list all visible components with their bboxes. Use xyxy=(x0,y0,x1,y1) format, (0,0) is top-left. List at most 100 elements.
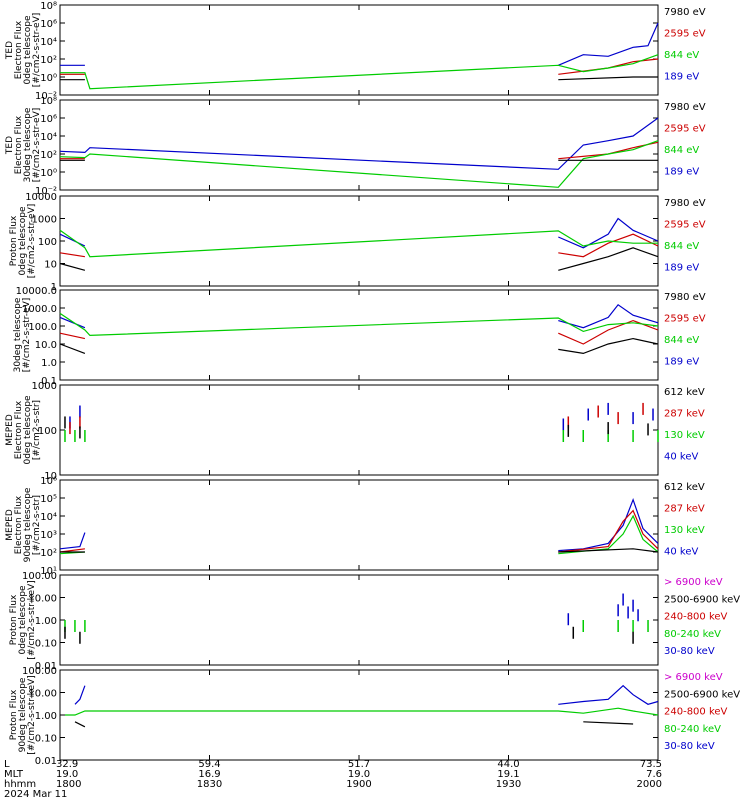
panel-3-series-4-line xyxy=(59,247,659,271)
panel-8-frame xyxy=(59,669,659,761)
panel-8-ylabel: Proton Flux xyxy=(9,689,19,740)
panel-5-ylabel: [#/cm2-s-str] xyxy=(32,400,42,460)
panel-8-legend-entry: 30-80 keV xyxy=(664,741,715,752)
panel-3-legend-entry: 2595 eV xyxy=(664,219,706,230)
panel-6-ylabel: [#/cm2-s-str] xyxy=(32,495,42,555)
panel-8-ytick-label: 100.00 xyxy=(22,666,57,677)
panel-6-series-4-line xyxy=(60,548,659,553)
panel-1-ylabel: [#/cm2-s-str-eV] xyxy=(32,13,42,88)
panel-4-legend-entry: 189 eV xyxy=(664,356,699,367)
panel-4-legend-entry: 844 eV xyxy=(664,335,699,346)
panel-4-frame xyxy=(59,289,659,381)
panel-2-legend-entry: 7980 eV xyxy=(664,102,706,113)
xaxis-MLT-value: 19.0 xyxy=(348,769,370,780)
panel-7-legend-entry: 30-80 keV xyxy=(664,646,715,657)
panel-2-series-1-line xyxy=(59,117,659,170)
panel-5-legend-entry: 287 keV xyxy=(664,408,705,419)
xaxis-row-label: L xyxy=(4,759,10,770)
panel-8-legend-entry: 80-240 keV xyxy=(664,724,721,735)
xaxis-hhmm-value: 1830 xyxy=(197,779,222,790)
panel-3-series-3-line xyxy=(59,229,658,258)
panel-6-ytick-label: 10⁴ xyxy=(40,512,57,523)
xaxis-L-value: 59.4 xyxy=(198,759,220,770)
panel-3-ylabel: 0deg telescope xyxy=(18,206,28,276)
xaxis-L-value: 73.5 xyxy=(640,759,662,770)
panel-6-series-2-line xyxy=(59,509,659,553)
xaxis-MLT-value: 19.0 xyxy=(56,769,78,780)
panel-3-ytick-label: 100 xyxy=(38,237,57,248)
panel-3-ylabel: [#/cm2-s-str-eV] xyxy=(27,204,37,279)
panel-1-ytick-label: 10² xyxy=(40,55,57,66)
panel-3-ytick-label: 1 xyxy=(51,282,57,293)
panel-4-series-2-line xyxy=(59,319,659,345)
panel-7-legend-entry: 2500-6900 keV xyxy=(664,594,740,605)
panel-5-ylabel: MEPED xyxy=(5,414,15,446)
panel-6-ylabel: 90deg telescope xyxy=(23,487,33,562)
panel-1-legend-entry: 2595 eV xyxy=(664,28,706,39)
panel-1-ytick-label: 10⁻² xyxy=(35,91,57,102)
panel-4-series-1-line xyxy=(59,303,659,329)
panel-8-series-2-line xyxy=(65,707,659,716)
panel-6-ytick-label: 10⁶ xyxy=(40,476,57,487)
xaxis-hhmm-value: 1800 xyxy=(56,779,81,790)
panel-1-ytick-label: 10⁸ xyxy=(40,1,57,12)
panel-3-legend-entry: 7980 eV xyxy=(664,198,706,209)
panel-6-legend-entry: 287 keV xyxy=(664,503,705,514)
panel-6-frame xyxy=(59,479,659,571)
panel-6-series-1-line xyxy=(59,497,659,552)
panel-4-legend-entry: 7980 eV xyxy=(664,292,706,303)
panel-6-series-3-line xyxy=(59,514,659,555)
panel-6-legend-entry: 612 keV xyxy=(664,482,705,493)
panel-5-ytick-label: 1000 xyxy=(32,381,57,392)
panel-1-ytick-label: 10⁴ xyxy=(40,37,57,48)
panel-2-ytick-label: 10² xyxy=(40,150,57,161)
panel-8-legend-entry: 2500-6900 keV xyxy=(664,689,740,700)
xaxis-row-label: hhmm xyxy=(4,779,36,790)
panel-7-ytick-label: 0.10 xyxy=(35,639,57,650)
panel-2-series-3-line xyxy=(59,140,659,188)
panel-7-ytick-label: 0.01 xyxy=(35,661,57,672)
panel-2-ytick-label: 10⁴ xyxy=(40,132,57,143)
panel-2-ytick-label: 10⁻² xyxy=(35,186,57,197)
panel-4-ytick-label: 1.0 xyxy=(41,358,57,369)
panel-2-ytick-label: 10⁰ xyxy=(40,168,57,179)
panel-5-ytick-label: 100 xyxy=(38,426,57,437)
panel-6-ytick-label: 10¹ xyxy=(40,566,57,577)
panel-8-legend-entry: > 6900 keV xyxy=(664,672,723,683)
panel-4-ylabel: [#/cm2-s-str-eV] xyxy=(22,298,32,373)
panel-6-ytick-label: 10² xyxy=(40,548,57,559)
xaxis-L-value: 44.0 xyxy=(497,759,519,770)
panel-4-ytick-label: 10000.0 xyxy=(16,286,57,297)
panel-5-ytick-label: 10 xyxy=(44,471,57,482)
panel-3-legend-entry: 844 eV xyxy=(664,241,699,252)
panel-1-ylabel: Electron Flux xyxy=(14,20,24,79)
xaxis-row-label: MLT xyxy=(4,769,24,780)
xaxis-L-value: 51.7 xyxy=(348,759,370,770)
panel-1-legend-entry: 844 eV xyxy=(664,50,699,61)
panel-6-ytick-label: 10⁵ xyxy=(40,494,57,505)
panel-6-legend-entry: 40 keV xyxy=(664,546,698,557)
panel-5-legend-entry: 40 keV xyxy=(664,451,698,462)
panel-7-ytick-label: 10.00 xyxy=(28,594,57,605)
panel-3-series-2-line xyxy=(59,233,659,258)
panel-4-ylabel: 30deg telescope xyxy=(13,297,23,372)
panel-8-series-3-line xyxy=(74,721,634,728)
panel-2-legend-entry: 189 eV xyxy=(664,166,699,177)
panel-6-ytick-label: 10³ xyxy=(40,530,57,541)
panel-3-ytick-label: 10000 xyxy=(25,192,57,203)
xaxis-MLT-value: 19.1 xyxy=(497,769,519,780)
panel-6-ylabel: MEPED xyxy=(5,509,15,541)
panel-3-ytick-label: 10 xyxy=(44,260,57,271)
panel-8-ylabel: 90deg telescope xyxy=(18,677,28,752)
panel-7-legend-entry: 240-800 keV xyxy=(664,612,728,623)
panel-3-legend-entry: 189 eV xyxy=(664,262,699,273)
panel-6-ylabel: Electron Flux xyxy=(14,495,24,554)
xaxis-hhmm-value: 1930 xyxy=(496,779,521,790)
panel-8-ytick-label: 0.01 xyxy=(35,756,57,767)
panel-1-series-3-line xyxy=(60,54,659,90)
panel-1-ytick-label: 10⁰ xyxy=(40,73,57,84)
panel-7-legend-entry: > 6900 keV xyxy=(664,577,723,588)
panel-8-ytick-label: 0.10 xyxy=(35,734,57,745)
panel-3-ylabel: Proton Flux xyxy=(9,215,19,266)
panel-8-series-1-line xyxy=(74,684,659,705)
